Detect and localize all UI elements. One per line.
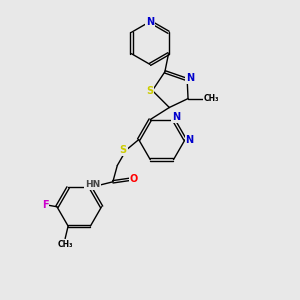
Text: S: S: [120, 145, 127, 155]
Text: N: N: [186, 73, 194, 83]
Text: N: N: [185, 135, 194, 145]
Text: N: N: [146, 16, 154, 27]
Text: F: F: [42, 200, 48, 210]
Text: HN: HN: [85, 180, 100, 189]
Text: CH₃: CH₃: [203, 94, 219, 103]
Text: S: S: [146, 85, 153, 96]
Text: O: O: [130, 174, 138, 184]
Text: N: N: [172, 112, 180, 122]
Text: CH₃: CH₃: [58, 240, 74, 249]
